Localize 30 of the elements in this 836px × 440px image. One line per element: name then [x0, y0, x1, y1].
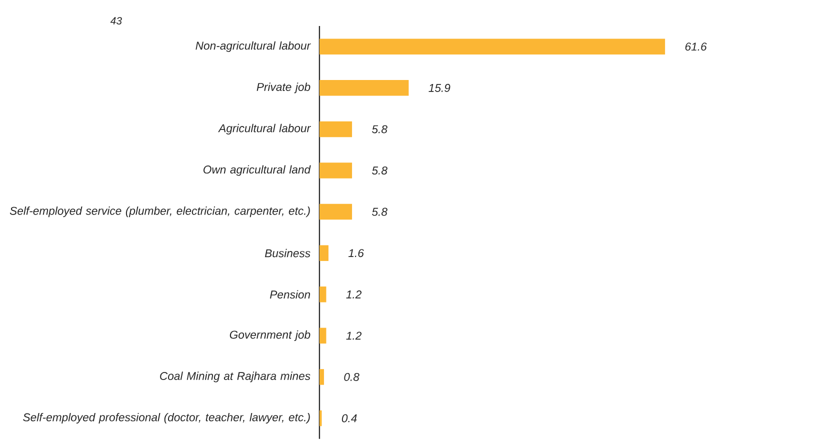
y-tick-label: Self-employed service (plumber, electrician, carpenter, etc.): [10, 206, 310, 218]
bar: [319, 122, 352, 138]
bar: [319, 204, 352, 220]
y-tick-label: Coal Mining at Rajhara mines: [160, 372, 310, 382]
bar: [319, 245, 328, 262]
bar: [319, 369, 324, 386]
y-tick-label: Non-agricultural labour: [196, 42, 311, 52]
data-label: 61.6: [685, 42, 707, 51]
bar: [319, 286, 326, 302]
text: 43: [110, 17, 122, 25]
y-tick-label: Government job: [230, 330, 310, 342]
data-label: 1.2: [346, 332, 362, 340]
y-tick-label: Private job: [256, 82, 310, 94]
data-label: 5.8: [372, 208, 388, 216]
data-label: 0.4: [342, 414, 357, 423]
y-tick-label: Self-employed professional (doctor, teacher, lawyer, etc.): [23, 413, 310, 424]
bar: [319, 80, 409, 96]
y-tick-label: Agricultural labour: [218, 124, 311, 135]
y-tick-label: Pension: [270, 290, 310, 299]
y-tick-label: Business: [264, 249, 310, 258]
data-label: 0.8: [344, 373, 360, 382]
data-label: 5.8: [372, 125, 388, 134]
bar: [319, 328, 326, 344]
y-tick-label: Own agricultural land: [203, 165, 311, 176]
bar: [319, 162, 352, 179]
data-label: 5.8: [372, 166, 388, 175]
bar: [319, 39, 666, 55]
data-label: 1.2: [346, 290, 362, 299]
data-label: 15.9: [428, 84, 450, 92]
data-label: 1.6: [348, 249, 364, 258]
